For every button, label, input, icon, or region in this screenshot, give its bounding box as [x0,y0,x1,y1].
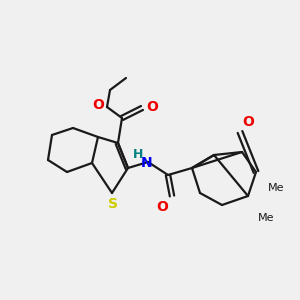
Text: O: O [146,100,158,114]
Text: O: O [92,98,104,112]
Text: H: H [133,148,143,160]
Text: Me: Me [268,183,284,193]
Text: O: O [156,200,168,214]
Text: Me: Me [258,213,274,223]
Text: N: N [141,156,153,170]
Text: S: S [108,197,118,211]
Text: O: O [242,115,254,129]
